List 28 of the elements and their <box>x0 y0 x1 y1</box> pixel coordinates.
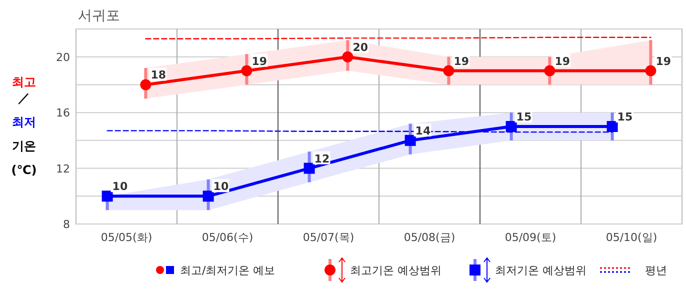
data-label: 19 <box>656 54 672 68</box>
legend-label: 최고기온 예상범위 <box>350 264 442 277</box>
y-tick-label: 16 <box>56 106 70 120</box>
chart-title: 서귀포 <box>78 8 120 24</box>
data-label: 19 <box>454 54 470 68</box>
x-tick-label: 05/08(금) <box>404 231 456 244</box>
y-tick-label: 8 <box>63 218 70 231</box>
data-label: 19 <box>252 54 268 68</box>
data-label: 15 <box>516 110 532 124</box>
x-tick-label: 05/09(토) <box>504 231 556 244</box>
x-tick-label: 05/05(화) <box>100 231 152 244</box>
data-label: 15 <box>617 110 633 124</box>
x-tick-label: 05/07(목) <box>302 231 354 244</box>
data-label: 10 <box>213 180 229 194</box>
data-label: 12 <box>314 152 330 166</box>
data-label: 14 <box>415 124 431 138</box>
x-tick-label: 05/06(수) <box>202 231 254 244</box>
data-label: 19 <box>554 54 570 68</box>
data-label: 20 <box>352 40 368 54</box>
x-tick-label: 05/10(일) <box>606 231 658 244</box>
y-tick-label: 12 <box>56 162 70 176</box>
y-tick-label: 20 <box>56 50 70 64</box>
text: 최고/최저기온 예보 <box>180 264 276 277</box>
data-label: 18 <box>150 68 166 82</box>
legend-label: 평년 <box>645 264 667 277</box>
y-axis-title: 최고 ／ 최저 기온 (℃) <box>11 75 37 177</box>
legend-label: 최저기온 예상범위 <box>495 264 586 277</box>
data-label: 10 <box>112 180 128 194</box>
